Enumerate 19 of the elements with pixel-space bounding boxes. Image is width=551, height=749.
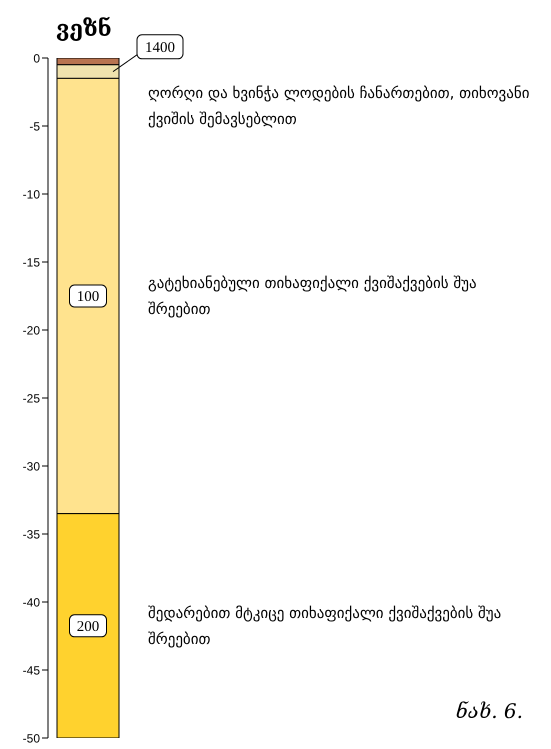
- y-tick-label: -45: [22, 663, 40, 678]
- y-tick-label: -10: [22, 187, 40, 202]
- text: ღორღი და ხვინჭა ლოდების ჩანართებით, თიხოვანი ქვიშის შემავსებლით: [148, 83, 530, 130]
- y-tick-label: -35: [22, 527, 40, 542]
- y-tick-label: 0: [33, 51, 40, 66]
- y-tick-label: -30: [22, 459, 40, 474]
- y-tick-label: -25: [22, 391, 40, 406]
- y-tick-label: -20: [22, 323, 40, 338]
- series-label: 1400: [145, 40, 175, 56]
- series-label: 200: [76, 618, 100, 635]
- text: ნახ. 6.: [456, 699, 523, 723]
- y-tick-label: -15: [22, 255, 40, 270]
- text: გატეხიანებული თიხაფიქალი ქვიშაქვების შუა შრეებით: [148, 273, 478, 320]
- text: შედარებით მტკიცე თიხაფიქალი ქვიშაქვების შუა შრეებით: [148, 602, 502, 650]
- y-tick-label: -50: [22, 731, 40, 746]
- y-tick-label: -40: [22, 595, 40, 610]
- series-label: 100: [76, 289, 100, 305]
- y-tick-label: -5: [29, 119, 40, 134]
- chart-title: ვეზნ: [56, 16, 112, 42]
